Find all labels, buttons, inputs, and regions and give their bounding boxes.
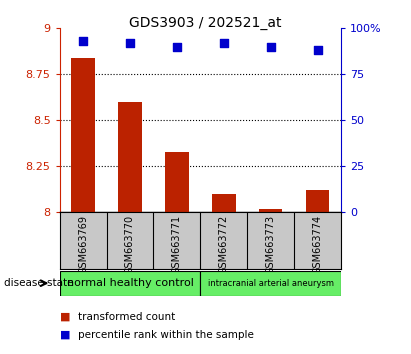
Text: intracranial arterial aneurysm: intracranial arterial aneurysm	[208, 279, 334, 288]
Point	[80, 38, 86, 44]
Text: GSM663772: GSM663772	[219, 215, 229, 274]
Text: ■: ■	[60, 312, 70, 322]
Bar	[165, 152, 189, 212]
Text: percentile rank within the sample: percentile rank within the sample	[78, 330, 254, 339]
Text: disease state: disease state	[4, 278, 74, 288]
Bar	[200, 271, 341, 296]
Point	[173, 44, 180, 50]
Bar	[306, 190, 329, 212]
Point	[268, 44, 274, 50]
Text: GSM663769: GSM663769	[78, 215, 88, 274]
Bar	[259, 209, 282, 212]
Point	[221, 40, 227, 46]
Bar	[60, 271, 200, 296]
Text: transformed count: transformed count	[78, 312, 175, 322]
Text: GSM663770: GSM663770	[125, 215, 135, 274]
Text: GSM663771: GSM663771	[172, 215, 182, 274]
Point	[314, 47, 321, 53]
Point	[127, 40, 133, 46]
Text: GSM663773: GSM663773	[266, 215, 276, 274]
Bar	[118, 102, 142, 212]
Text: normal healthy control: normal healthy control	[67, 278, 194, 288]
Bar	[212, 194, 236, 212]
Bar	[72, 58, 95, 212]
Text: GDS3903 / 202521_at: GDS3903 / 202521_at	[129, 16, 282, 30]
Text: ■: ■	[60, 330, 70, 339]
Text: GSM663774: GSM663774	[313, 215, 323, 274]
